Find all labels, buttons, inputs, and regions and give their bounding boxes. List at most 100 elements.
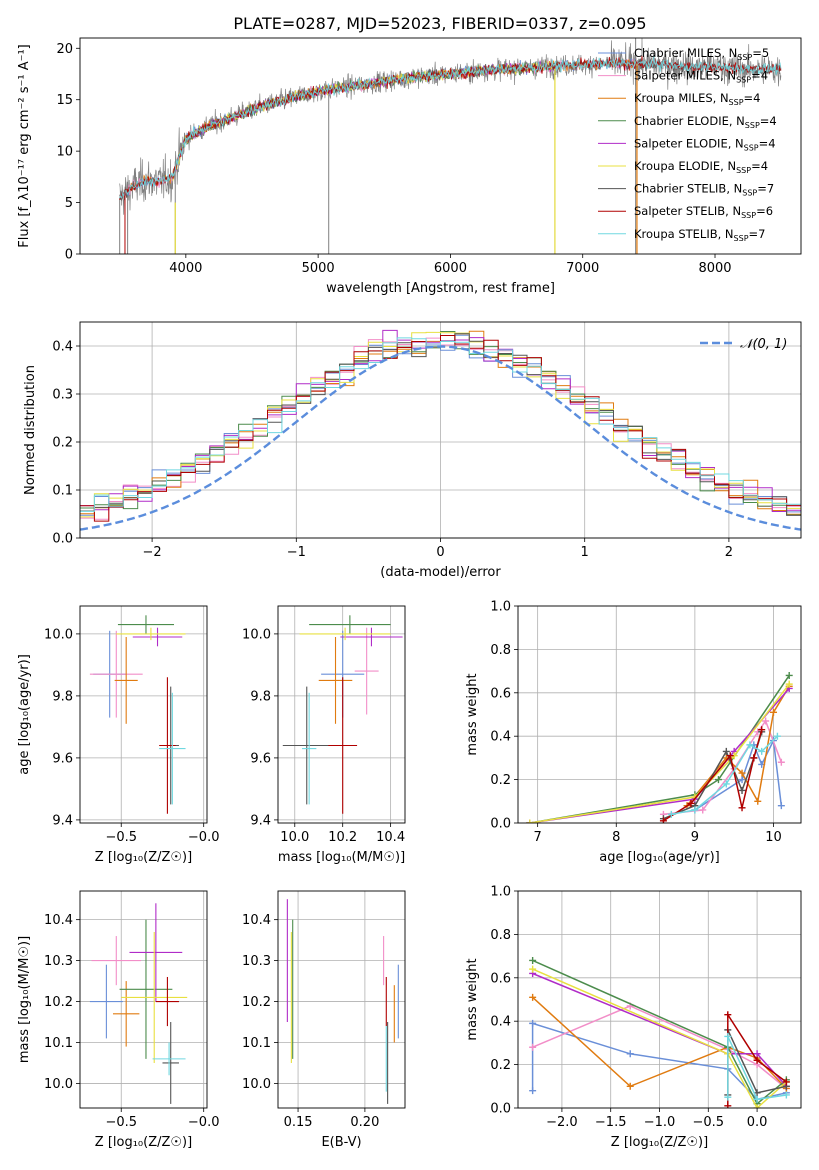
- point-marker: [691, 806, 699, 814]
- y-tick-label: 10.0: [44, 627, 73, 642]
- point-marker: [738, 786, 746, 794]
- y-tick-label: 5: [65, 196, 73, 211]
- series-line-salpeter_elodie: [532, 972, 787, 1087]
- point-marker: [659, 817, 667, 823]
- x-axis-label: Z [log₁₀(Z/Z☉)]: [95, 1135, 192, 1150]
- point-marker: [722, 780, 730, 788]
- errorbar-point-kroupa_miles: [112, 981, 140, 1047]
- histogram-kroupa_stelib: [80, 337, 801, 512]
- y-tick-label: 9.8: [52, 689, 73, 704]
- x-tick-label: 9: [691, 830, 699, 845]
- axes-frame: [79, 890, 208, 1109]
- point-marker: [782, 1078, 790, 1086]
- point-marker: [529, 965, 537, 973]
- point-marker: [753, 1050, 761, 1058]
- y-tick-label: 0.3: [52, 388, 73, 403]
- y-tick-label: 9.4: [250, 813, 271, 828]
- errorbar-point-kroupa_elodie: [121, 931, 188, 1063]
- point-marker: [699, 806, 707, 814]
- y-tick-label: 10.0: [242, 627, 271, 642]
- x-tick-label: −1.0: [644, 1115, 676, 1130]
- x-tick-label: 0: [436, 545, 444, 560]
- errorbar-point-chabrier_elodie: [309, 615, 391, 634]
- errorbar-point-salpeter_miles: [89, 630, 143, 718]
- y-tick-label: 10.0: [242, 1077, 271, 1092]
- panel-age_vs_Z: −0.5 −0.0 9.4 9.6 9.8 10.0 Z [log₁₀(Z/Z☉)] age …: [17, 605, 220, 865]
- errorbar-point-chabrier_miles: [89, 964, 123, 1039]
- y-tick-label: 0.4: [490, 1015, 511, 1030]
- errorbar-point-kroupa_miles: [318, 637, 353, 724]
- x-axis-label: Z [log₁₀(Z/Z☉)]: [95, 850, 192, 865]
- y-axis-label: Flux [f_λ10⁻¹⁷ erg cm⁻² s⁻¹ A⁻¹]: [17, 44, 32, 248]
- point-marker: [762, 717, 770, 725]
- errorbar-point-kroupa_stelib: [301, 692, 317, 805]
- plot-area: [286, 899, 399, 1104]
- y-tick-label: 9.6: [250, 751, 271, 766]
- errorbar-point-salpeter_miles: [354, 627, 379, 715]
- y-tick-label: 9.6: [52, 751, 73, 766]
- x-tick-label: 8000: [698, 261, 731, 276]
- point-marker: [626, 1082, 634, 1090]
- x-tick-label: 10: [765, 830, 782, 845]
- point-marker: [626, 1050, 634, 1058]
- x-tick-label: 4000: [169, 261, 202, 276]
- point-marker: [726, 752, 734, 760]
- x-axis-label: mass [log₁₀(M/M☉)]: [278, 850, 405, 865]
- point-marker: [754, 797, 762, 805]
- x-tick-label: 10.0: [280, 830, 309, 845]
- x-tick-label: 7000: [566, 261, 599, 276]
- axes-frame: [277, 890, 406, 1109]
- plot-area: [89, 615, 186, 814]
- plot-area: [80, 329, 801, 531]
- point-marker: [529, 956, 537, 964]
- legend-entry: Salpeter STELIB, NSSP=6: [634, 204, 773, 220]
- axes-frame: [79, 37, 802, 255]
- point-marker: [758, 747, 766, 755]
- x-tick-label: 2: [725, 545, 733, 560]
- y-axis-label: age [log₁₀(age/yr)]: [17, 654, 32, 775]
- point-marker: [529, 1087, 537, 1095]
- y-tick-label: 1.0: [490, 600, 511, 615]
- x-tick-label: −1.5: [595, 1115, 627, 1130]
- y-tick-label: 10.3: [242, 954, 271, 969]
- point-marker: [722, 747, 730, 755]
- x-tick-label: 6000: [434, 261, 467, 276]
- x-axis-label: wavelength [Angstrom, rest frame]: [326, 281, 555, 296]
- point-marker: [526, 819, 534, 823]
- errorbar-point-kroupa_elodie: [116, 627, 186, 641]
- point-marker: [758, 726, 766, 734]
- x-tick-label: 0.20: [350, 1115, 379, 1130]
- x-tick-label: −0.0: [188, 830, 220, 845]
- model-spectrum-kroupa_stelib: [119, 56, 782, 199]
- y-tick-label: 0.2: [490, 773, 511, 788]
- point-marker: [753, 1104, 761, 1108]
- y-tick-label: 9.8: [250, 689, 271, 704]
- point-marker: [753, 1095, 761, 1103]
- panel-mass_vs_ebv: 0.15 0.20 10.0 10.1 10.2 10.3 10.4 E(B-V): [242, 890, 406, 1150]
- legend-entry: Kroupa STELIB, NSSP=7: [634, 227, 765, 243]
- errorbar-point-kroupa_stelib: [159, 692, 186, 805]
- point-marker: [777, 802, 785, 810]
- y-tick-label: 0.8: [490, 928, 511, 943]
- panel-mass_vs_Z: −0.5 −0.0 10.0 10.1 10.2 10.3 10.4 Z [log₁₀(Z/Z…: [17, 890, 219, 1150]
- point-marker: [529, 993, 537, 1001]
- legend-entry: Salpeter MILES, NSSP=4: [634, 69, 768, 85]
- point-marker: [724, 1093, 732, 1101]
- legend-entry: 𝒩(0, 1): [740, 337, 787, 352]
- y-tick-label: 10.1: [44, 1036, 73, 1051]
- errorbar-point-salpeter_elodie: [340, 627, 403, 647]
- y-tick-label: 15: [56, 93, 73, 108]
- series-line-chabrier_elodie: [529, 674, 790, 823]
- point-marker: [746, 741, 754, 749]
- y-tick-label: 0.6: [490, 686, 511, 701]
- y-tick-label: 0.0: [52, 532, 73, 547]
- errorbar-point-salpeter_stelib: [159, 677, 176, 814]
- x-tick-label: 0.0: [747, 1115, 768, 1130]
- x-tick-label: −0.5: [105, 1115, 137, 1130]
- y-tick-label: 10.3: [44, 954, 73, 969]
- point-marker: [785, 680, 793, 688]
- series-line-kroupa_elodie: [529, 683, 790, 823]
- point-marker: [773, 732, 781, 740]
- y-tick-label: 10: [56, 145, 73, 160]
